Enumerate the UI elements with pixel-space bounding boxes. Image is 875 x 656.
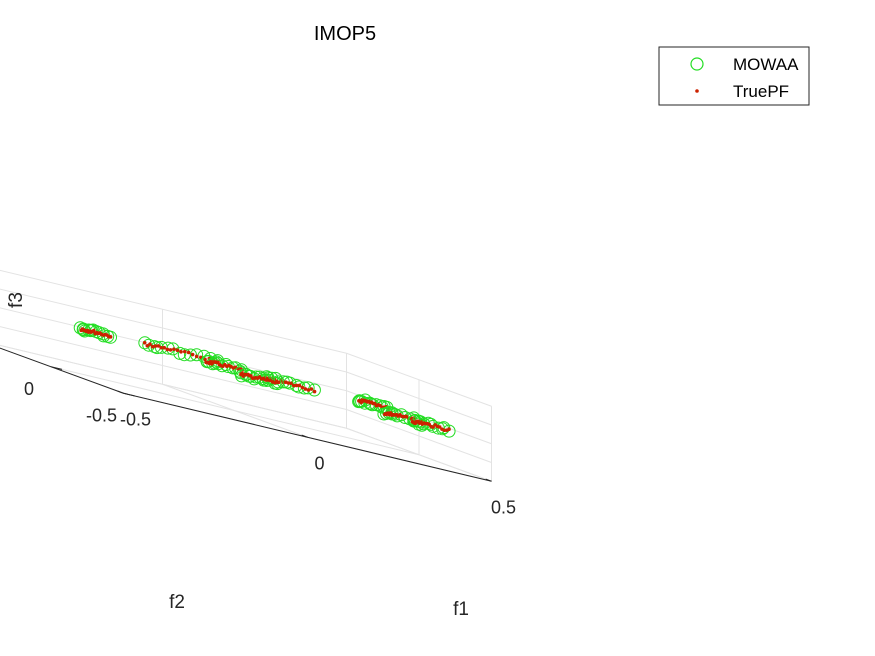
z-axis-label: f3	[6, 292, 27, 308]
mowaa-point	[270, 377, 284, 391]
back-wall-gridline-z	[0, 288, 347, 373]
truepf-point	[186, 350, 191, 355]
truepf-point	[159, 345, 163, 350]
truepf-point	[92, 328, 96, 333]
x-tick-label: 0.5	[491, 497, 516, 517]
truepf-point	[142, 340, 147, 345]
truepf-point	[437, 425, 442, 429]
legend: MOWAA TruePF	[658, 46, 810, 106]
truepf-point	[145, 343, 150, 348]
truepf-point	[203, 357, 207, 362]
truepf-point	[165, 347, 170, 352]
truepf-point	[306, 388, 311, 392]
truepf-point	[190, 352, 195, 357]
legend-label-truepf: TruePF	[733, 82, 789, 101]
truepf-point	[168, 348, 173, 352]
legend-marker-mowaa	[690, 57, 704, 71]
y-axis-line	[0, 347, 124, 394]
mowaa-point	[408, 413, 422, 427]
chart-title: IMOP5	[314, 23, 376, 45]
truepf-point	[182, 349, 187, 354]
x-axis-label: f1	[453, 599, 469, 620]
y-axis-label: f2	[169, 592, 185, 613]
points-layer	[73, 321, 456, 438]
x-tick-mark	[301, 434, 308, 438]
truepf-point	[309, 387, 314, 391]
back-wall-gridline-z	[0, 307, 347, 392]
side-wall-gridline-z	[346, 409, 492, 463]
legend-label-mowaa: MOWAA	[733, 55, 799, 74]
x-tick-mark	[117, 390, 124, 394]
back-wall-gridline-z	[0, 344, 347, 429]
grid-layer	[0, 269, 492, 482]
truepf-point	[150, 344, 155, 349]
truepf-point	[431, 425, 435, 429]
x-tick-mark	[485, 478, 492, 482]
truepf-point	[156, 344, 161, 348]
y-tick-label: -0.5	[86, 405, 117, 425]
mowaa-point	[104, 330, 118, 344]
truepf-point	[172, 347, 176, 351]
truepf-point	[447, 427, 451, 432]
y-tick-mark	[50, 366, 63, 370]
back-wall-gridline-z	[0, 326, 347, 410]
truepf-point	[289, 381, 293, 386]
truepf-point	[297, 383, 302, 388]
truepf-point	[108, 335, 113, 339]
floor-gridline-y	[50, 366, 420, 456]
truepf-point	[175, 348, 180, 353]
x-tick-label: -0.5	[120, 409, 151, 429]
floor-gridline-x	[0, 347, 124, 394]
side-wall-gridline-z	[346, 371, 492, 426]
y-tick-mark	[123, 392, 135, 397]
truepf-point	[294, 383, 299, 388]
truepf-point	[300, 385, 305, 390]
axis-layer: -0.500.5-0.500.5-0.500.511.5	[0, 347, 516, 517]
legend-box	[658, 46, 810, 106]
back-wall-gridline-z	[0, 269, 347, 354]
side-wall-gridline-z	[346, 352, 492, 407]
mowaa-point	[190, 348, 204, 362]
truepf-point	[179, 349, 183, 354]
truepf-point	[194, 354, 199, 359]
legend-marker-truepf	[695, 89, 699, 93]
truepf-point	[312, 389, 317, 394]
truepf-point	[291, 383, 296, 388]
y-tick-label: 0	[24, 379, 34, 399]
truepf-point	[162, 345, 167, 350]
truepf-point	[153, 344, 158, 348]
truepf-point	[303, 387, 308, 391]
x-tick-label: 0	[314, 453, 324, 473]
truepf-point	[286, 381, 291, 385]
truepf-point	[275, 380, 280, 385]
side-wall-gridline-z	[346, 427, 492, 482]
truepf-point	[148, 342, 152, 347]
